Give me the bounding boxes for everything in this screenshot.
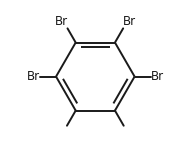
Text: Br: Br: [54, 15, 68, 28]
Text: Br: Br: [27, 70, 40, 83]
Text: Br: Br: [151, 70, 164, 83]
Text: Br: Br: [123, 15, 136, 28]
